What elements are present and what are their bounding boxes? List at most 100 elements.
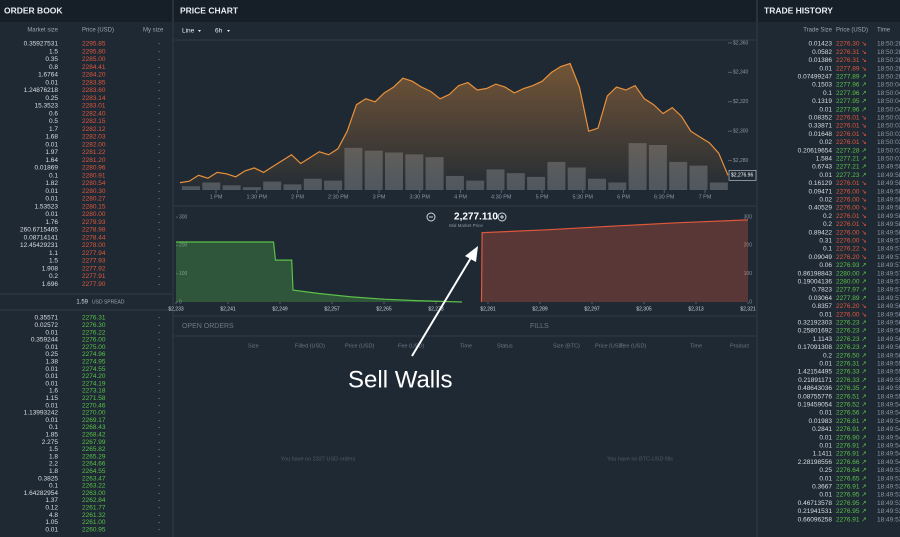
trade-price: 2276.01 ↘ — [836, 115, 867, 122]
spread-value: 1.59 — [76, 300, 88, 306]
ask-size: 0.01 — [45, 79, 58, 86]
trade-time: 18:50:04 — [877, 82, 900, 89]
trade-size: 0.01 — [819, 311, 832, 318]
ask-price: 2281.20 — [82, 157, 106, 164]
trade-time: 18:49:54 — [877, 410, 900, 417]
bid-size: 0.01 — [45, 402, 58, 409]
ask-size: 1.53523 — [35, 203, 59, 210]
trade-price: 2280.00 ↗ — [836, 279, 867, 286]
my-size: - — [158, 526, 160, 533]
trade-size: 0.20619654 — [798, 147, 833, 154]
section-title: OPEN ORDERS — [182, 323, 234, 330]
ask-price: 2284.20 — [82, 72, 106, 79]
ask-size: 1.696 — [42, 281, 59, 288]
my-size: - — [158, 322, 160, 329]
bid-size: 1.15 — [45, 395, 58, 402]
bid-price: 2276.31 — [82, 315, 106, 322]
bid-price: 2274.96 — [82, 351, 106, 358]
bid-size: 0.35571 — [35, 315, 59, 322]
x-tick-label: 6:30 PM — [654, 194, 675, 200]
trade-size: 0.32192303 — [798, 320, 833, 327]
my-size: - — [158, 453, 160, 460]
trade-time: 18:49:56 — [877, 344, 900, 351]
trade-size: 0.03064 — [809, 295, 833, 302]
my-size: - — [158, 141, 160, 148]
bid-size: 0.01 — [45, 366, 58, 373]
dynamic-layer: 0.35927531 2295.85 - 1.5 2295.80 - 0.35 2285.00… — [20, 40, 900, 533]
ask-size: 1.68 — [45, 134, 58, 141]
ask-price: 2280.91 — [82, 172, 106, 179]
trade-size: 0.2841 — [812, 426, 832, 433]
trade-time: 18:49:55 — [877, 377, 900, 384]
bid-price: 2264.55 — [82, 468, 106, 475]
trade-size: 0.3667 — [812, 484, 832, 491]
timeframe-dropdown[interactable]: 6h — [215, 28, 223, 35]
trade-time: 18:49:54 — [877, 443, 900, 450]
ask-price: 2295.80 — [82, 48, 106, 55]
empty-message: You have no 2327 USD orders — [281, 456, 356, 462]
trade-size: 0.19459054 — [798, 402, 833, 409]
bid-price: 2269.17 — [82, 417, 106, 424]
trade-time: 18:49:53 — [877, 508, 900, 515]
trade-time: 18:49:56 — [877, 336, 900, 343]
my-size: - — [158, 351, 160, 358]
my-size: - — [158, 519, 160, 526]
price-line — [179, 62, 729, 184]
trade-price: 2276.00 ↘ — [836, 311, 867, 318]
trade-time: 18:49:55 — [877, 361, 900, 368]
bid-price: 2275.00 — [82, 344, 106, 351]
my-size: - — [158, 395, 160, 402]
trade-price: 2277.21 ↗ — [836, 164, 867, 171]
trade-size: 0.01 — [819, 172, 832, 179]
my-size: - — [158, 258, 160, 265]
trade-time: 18:49:56 — [877, 328, 900, 335]
bid-price: 2261.00 — [82, 519, 106, 526]
last-price: $2,276.96 — [731, 173, 753, 179]
trade-size: 0.2 — [823, 221, 832, 228]
trade-price: 2277.89 ↗ — [836, 74, 867, 81]
trade-price: 2276.51 ↗ — [836, 393, 867, 400]
trade-time: 18:50:28 — [877, 74, 900, 81]
trade-time: 18:50:28 — [877, 41, 900, 48]
x-tick-label: 1 PM — [210, 194, 223, 200]
ask-price: 2283.01 — [82, 103, 106, 110]
trade-size: 0.48643036 — [798, 385, 833, 392]
trade-time: 18:49:53 — [877, 516, 900, 523]
ask-size: 1.82 — [45, 180, 58, 187]
panel-header — [758, 0, 900, 22]
chart-type-dropdown[interactable]: Line — [182, 28, 195, 35]
trade-time: 18:49:58 — [877, 180, 900, 187]
bid-price: 2276.00 — [82, 337, 106, 344]
my-size: - — [158, 344, 160, 351]
trade-size: 2.28198556 — [798, 459, 833, 466]
trade-time: 18:49:57 — [877, 246, 900, 253]
ask-price: 2284.41 — [82, 64, 106, 71]
zoom-in[interactable] — [497, 212, 507, 222]
trade-price: 2277.96 ↗ — [836, 106, 867, 113]
section-title: FILLS — [530, 323, 549, 330]
x-tick-label: 5:30 PM — [573, 194, 594, 200]
column-header: Status — [497, 343, 513, 349]
trade-time: 18:50:03 — [877, 115, 900, 122]
zoom-out[interactable] — [426, 212, 436, 222]
column-header: My size — [143, 28, 164, 34]
my-size: - — [158, 373, 160, 380]
ask-price: 2282.03 — [82, 134, 106, 141]
trade-size: 0.02 — [819, 139, 832, 146]
column-header: Time — [877, 28, 891, 34]
trade-price: 2277.96 ↗ — [836, 82, 867, 89]
trade-time: 18:49:58 — [877, 164, 900, 171]
trade-time: 18:50:04 — [877, 98, 900, 105]
trade-price: 2276.91 ↗ — [836, 451, 867, 458]
bid-price: 2271.58 — [82, 395, 106, 402]
trade-time: 18:50:01 — [877, 156, 900, 163]
my-size: - — [158, 227, 160, 234]
trade-price: 2276.01 ↘ — [836, 139, 867, 146]
asks-line — [480, 219, 749, 303]
my-size: - — [158, 439, 160, 446]
my-size: - — [158, 461, 160, 468]
my-size: - — [158, 56, 160, 63]
spread-label: USD SPREAD — [92, 299, 125, 305]
ask-price: 2283.85 — [82, 79, 106, 86]
ask-size: 1.97 — [45, 149, 58, 156]
